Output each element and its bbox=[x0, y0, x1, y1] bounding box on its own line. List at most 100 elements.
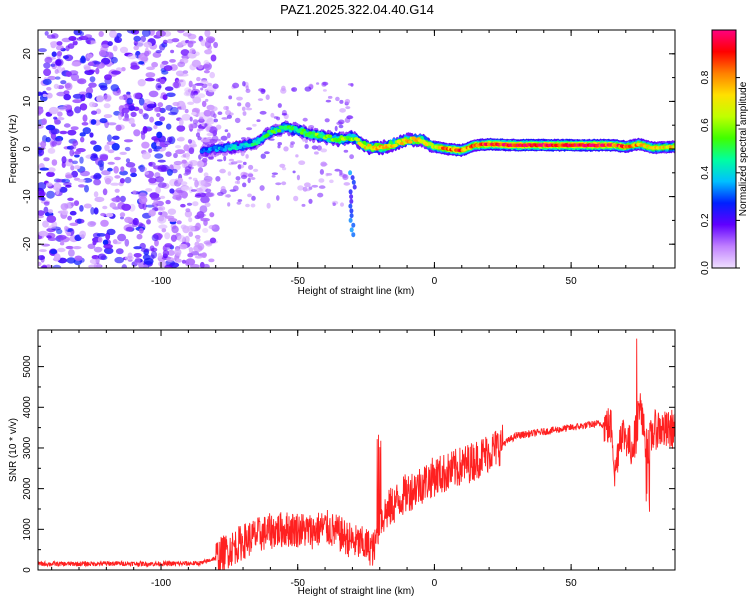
spectrogram-cell bbox=[195, 187, 203, 193]
spectrogram-cell bbox=[189, 161, 193, 168]
spectrogram-cell bbox=[346, 115, 354, 120]
spectrogram-cell bbox=[140, 248, 150, 253]
spectrogram-cell bbox=[42, 93, 47, 98]
spectrogram-cell bbox=[72, 160, 78, 165]
spectrogram-cell bbox=[124, 146, 131, 152]
spectrogram-cell bbox=[64, 225, 69, 231]
spectrogram-cell bbox=[41, 264, 47, 268]
spectrogram-cell bbox=[64, 83, 71, 89]
spectrogram-cell bbox=[237, 199, 243, 202]
spectrogram-cell bbox=[113, 241, 122, 245]
spectrogram-cell bbox=[318, 178, 325, 183]
spectrogram-cell bbox=[105, 212, 114, 218]
spectrogram-cell bbox=[55, 187, 60, 195]
spectrogram-cell bbox=[79, 156, 84, 164]
spectrogram-cell bbox=[183, 172, 189, 176]
spectrogram-cell bbox=[113, 166, 119, 174]
spectrogram-cell bbox=[209, 212, 215, 218]
spectrogram-cell bbox=[200, 80, 209, 85]
spectrogram-cell bbox=[281, 181, 287, 186]
spectrogram-cell bbox=[97, 236, 103, 243]
snr-x-tick-label: -100 bbox=[151, 578, 171, 589]
colorbar: 0.0 0.2 0.4 0.6 0.8 Normalized spectral ampl… bbox=[700, 29, 749, 275]
snr-plot-area bbox=[38, 330, 675, 570]
spectrogram-cell bbox=[213, 41, 219, 49]
spectrogram-cell bbox=[171, 168, 178, 174]
colorbar-tick-label: 0.0 bbox=[700, 261, 711, 275]
spectrogram-cell bbox=[194, 241, 200, 248]
spectrogram-cell bbox=[245, 107, 253, 111]
spectrogram-cell bbox=[283, 146, 289, 152]
spectrogram-cell bbox=[53, 83, 60, 90]
spectrogram-cell bbox=[180, 49, 190, 56]
spectrogram-cell bbox=[126, 30, 137, 34]
spectrogram-cell bbox=[83, 177, 93, 183]
spectrogram-cell bbox=[38, 106, 44, 115]
spectrogram-cell bbox=[54, 76, 61, 80]
spectrogram-cell bbox=[93, 246, 103, 253]
spectrogram-cell bbox=[304, 182, 311, 188]
spectrogram-cell bbox=[320, 162, 328, 166]
colorbar-tick-label: 0.4 bbox=[700, 165, 711, 179]
spectrogram-cell bbox=[185, 152, 190, 160]
spectrogram-cell bbox=[246, 127, 253, 131]
spectrogram-cell bbox=[175, 79, 184, 83]
snr-y-tick-label: 0 bbox=[22, 567, 33, 573]
spectrogram-cell bbox=[72, 246, 82, 250]
spectrogram-cell bbox=[96, 95, 104, 103]
spectrogram-cell bbox=[41, 118, 47, 125]
spectrogram-cell bbox=[85, 92, 93, 99]
spectrogram-x-tick-label: 50 bbox=[566, 276, 578, 287]
spectrogram-cell bbox=[272, 130, 277, 134]
spectrogram-cell bbox=[302, 117, 308, 122]
spectrogram-cell bbox=[46, 86, 52, 91]
spectrogram-cell bbox=[92, 174, 98, 180]
spectrogram-cell bbox=[188, 147, 195, 155]
spectrogram-cell bbox=[102, 239, 109, 246]
spectrogram-cell bbox=[69, 210, 77, 216]
spectrogram-cell bbox=[280, 88, 287, 94]
spectrogram-cell bbox=[79, 31, 84, 36]
spectrogram-cell bbox=[163, 65, 173, 72]
spectrogram-cell bbox=[349, 227, 354, 233]
spectrogram-cell bbox=[324, 118, 330, 123]
spectrogram-cell bbox=[124, 216, 133, 223]
spectrogram-cell bbox=[95, 67, 100, 75]
spectrogram-cell bbox=[192, 201, 199, 207]
spectrogram-cell bbox=[304, 86, 312, 92]
spectrogram-cell bbox=[43, 206, 49, 214]
spectrogram-cell bbox=[159, 116, 166, 122]
spectrogram-cell bbox=[186, 225, 196, 232]
spectrogram-cell bbox=[50, 41, 59, 47]
spectrogram-cell bbox=[46, 190, 55, 199]
spectrogram-cell bbox=[207, 155, 215, 160]
spectrogram-cell bbox=[228, 158, 234, 162]
spectrogram-cell bbox=[153, 106, 160, 113]
spectrogram-cell bbox=[230, 161, 238, 165]
spectrogram-cell bbox=[206, 132, 214, 137]
spectrogram-cell bbox=[181, 190, 188, 199]
spectrogram-cell bbox=[338, 124, 344, 129]
spectrogram-cell bbox=[325, 99, 332, 103]
spectrogram-cell bbox=[149, 254, 155, 260]
spectrogram-cell bbox=[311, 184, 319, 188]
spectrogram-cell bbox=[77, 218, 82, 224]
colorbar-tick-label: 0.8 bbox=[700, 70, 711, 84]
spectrogram-cell bbox=[178, 118, 184, 126]
spectrogram-cell bbox=[351, 179, 356, 185]
spectrogram-cell bbox=[89, 101, 96, 108]
spectrogram-cell bbox=[93, 61, 101, 65]
snr-y-label: SNR (10 * v/v) bbox=[8, 418, 19, 482]
spectrogram-cell bbox=[275, 182, 282, 186]
spectrogram-cell bbox=[85, 86, 94, 95]
spectrogram-cell bbox=[213, 113, 217, 119]
spectrogram-cell bbox=[157, 159, 166, 163]
spectrogram-cell bbox=[219, 168, 226, 174]
spectrogram-cell bbox=[240, 174, 248, 180]
spectrogram-cell bbox=[164, 232, 171, 240]
spectrogram-cell bbox=[44, 31, 49, 36]
spectrogram-cell bbox=[167, 136, 173, 143]
spectrogram-cell bbox=[107, 134, 112, 142]
spectrogram-cell bbox=[325, 172, 329, 177]
